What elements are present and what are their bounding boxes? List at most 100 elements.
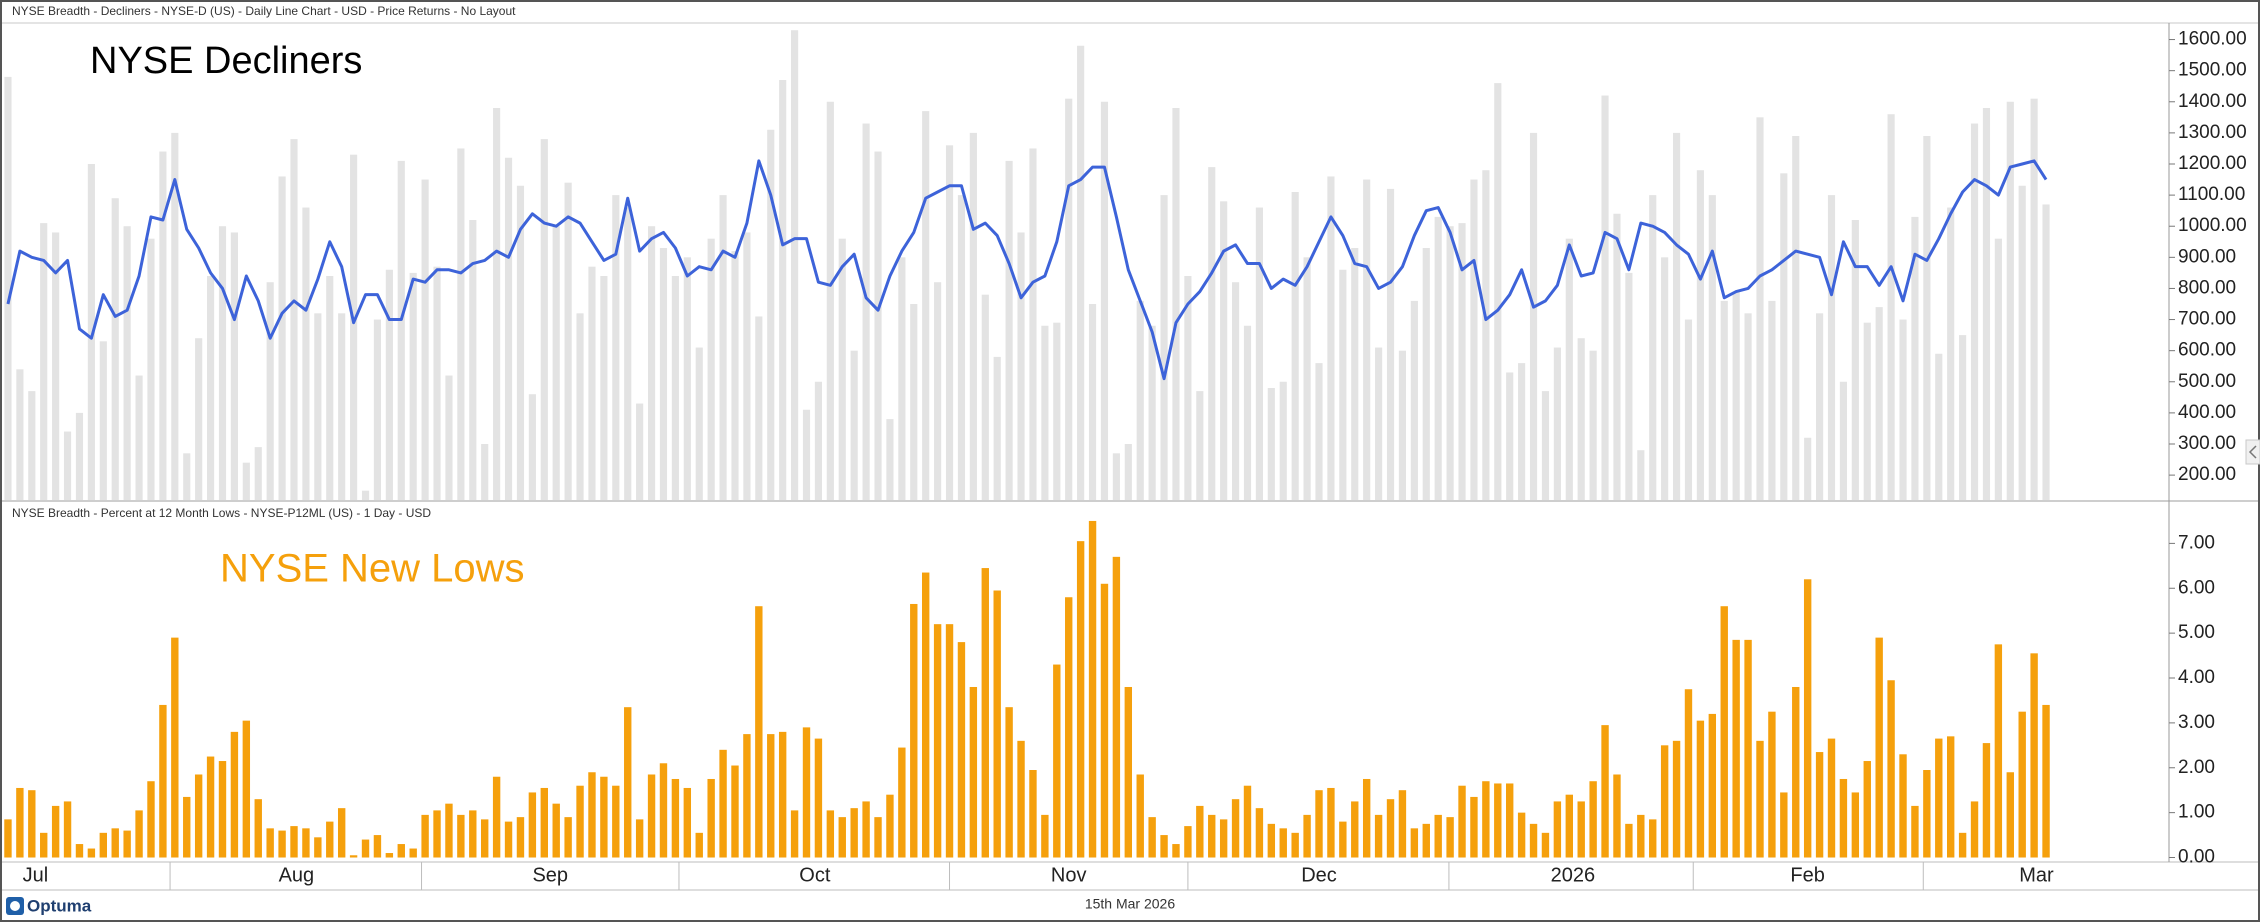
bar (1899, 754, 1907, 858)
bar (40, 832, 48, 858)
bar (814, 381, 822, 500)
bar (337, 808, 346, 858)
bar (1434, 216, 1442, 500)
panel-title: NYSE New Lows (220, 547, 525, 591)
bar (75, 844, 84, 858)
bar (1589, 781, 1597, 858)
bar (1768, 711, 1776, 858)
bar (1529, 132, 1538, 500)
bar (1375, 347, 1383, 500)
bar (683, 257, 691, 500)
bar (1303, 257, 1311, 500)
bar (695, 832, 703, 858)
bar (2018, 711, 2026, 858)
x-tick-label: 2026 (1551, 864, 1596, 886)
y-tick-label: 3.00 (2178, 712, 2215, 733)
bar (433, 266, 441, 500)
bar (1732, 291, 1740, 500)
bar (147, 781, 155, 858)
bar (934, 282, 942, 500)
bar (1446, 226, 1454, 500)
bar (1851, 792, 1860, 858)
bar (778, 731, 787, 858)
y-tick-label: 1500.00 (2178, 60, 2247, 81)
bar (469, 220, 477, 500)
bar (1899, 319, 1907, 500)
bar (1446, 817, 1454, 858)
bar (779, 80, 787, 500)
bar (218, 226, 227, 500)
bar (612, 195, 620, 500)
bar (183, 796, 191, 858)
y-tick-label: 500.00 (2178, 371, 2236, 392)
bar (898, 257, 906, 500)
bar (1625, 272, 1633, 500)
bar (910, 603, 918, 858)
collapse-handle[interactable] (2245, 439, 2260, 465)
bar (767, 734, 775, 858)
bar (1625, 823, 1633, 858)
bar (135, 810, 143, 858)
bar (1541, 832, 1550, 858)
bar (326, 276, 334, 500)
bar (1267, 823, 1276, 858)
bar (743, 232, 751, 500)
bar (1053, 322, 1061, 500)
bar (2042, 204, 2050, 500)
bar (1541, 391, 1550, 500)
bar (361, 490, 370, 500)
panel-header: NYSE Breadth - Percent at 12 Month Lows … (12, 506, 431, 520)
bar (171, 637, 179, 858)
logo-mark-hole (10, 901, 20, 911)
bar (1577, 801, 1585, 858)
bar (1720, 606, 1728, 858)
bar (218, 761, 227, 858)
bar (957, 195, 966, 500)
bar (1708, 713, 1717, 858)
bar (230, 731, 239, 858)
bar (1196, 391, 1204, 500)
bar (63, 801, 72, 858)
bar (981, 568, 989, 858)
bar (719, 195, 727, 500)
bar (659, 248, 668, 500)
bar (1065, 98, 1073, 501)
bar (1517, 812, 1526, 858)
panel-title: NYSE Decliners (90, 40, 362, 82)
bar (969, 686, 978, 858)
bar (1243, 325, 1252, 500)
bar (528, 792, 537, 858)
bar (493, 108, 501, 500)
bar (373, 319, 382, 500)
bar (1196, 805, 1204, 858)
bar (397, 160, 405, 500)
bar (564, 817, 572, 858)
bar (2018, 185, 2026, 500)
panel-header: NYSE Breadth - Decliners - NYSE-D (US) -… (12, 4, 516, 18)
bar (1184, 826, 1192, 858)
bar (1482, 170, 1490, 500)
bar (421, 179, 429, 501)
bar (302, 828, 310, 858)
bar (1684, 319, 1693, 500)
bar (1351, 248, 1359, 500)
bar (1220, 201, 1228, 501)
bar (1112, 453, 1120, 500)
bar (409, 272, 417, 500)
bar (1041, 325, 1049, 500)
bar (111, 828, 119, 858)
bar (195, 338, 203, 500)
bar (492, 776, 501, 858)
bar (2042, 704, 2050, 858)
bar (1148, 325, 1156, 500)
bar (159, 704, 167, 858)
bar (457, 148, 465, 500)
bar (1613, 213, 1621, 500)
bar (1815, 752, 1824, 858)
y-tick-label: 1.00 (2178, 802, 2215, 823)
bar (1386, 799, 1395, 858)
bar (1756, 117, 1764, 500)
bar (16, 787, 24, 858)
bar (504, 821, 513, 858)
